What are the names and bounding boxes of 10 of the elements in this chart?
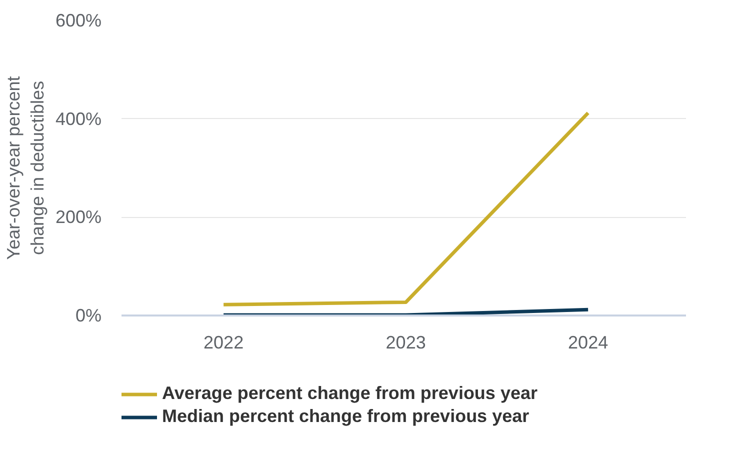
y-tick-label: 600% — [55, 10, 102, 30]
y-tick-label: 0% — [75, 306, 102, 326]
y-axis-title: Year-over-year percent change in deductibles — [3, 76, 48, 260]
x-tick-label: 2023 — [386, 332, 426, 352]
legend-label: Average percent change from previous year — [162, 383, 538, 404]
y-tick-label: 400% — [55, 108, 102, 129]
x-tick-label: 2024 — [568, 332, 608, 352]
x-tick-label: 2022 — [204, 332, 244, 352]
y-tick-label: 200% — [55, 207, 102, 228]
legend-label: Median percent change from previous year — [162, 406, 530, 427]
